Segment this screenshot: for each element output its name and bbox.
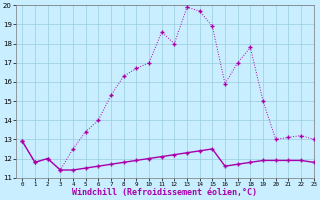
X-axis label: Windchill (Refroidissement éolien,°C): Windchill (Refroidissement éolien,°C)	[72, 188, 257, 197]
